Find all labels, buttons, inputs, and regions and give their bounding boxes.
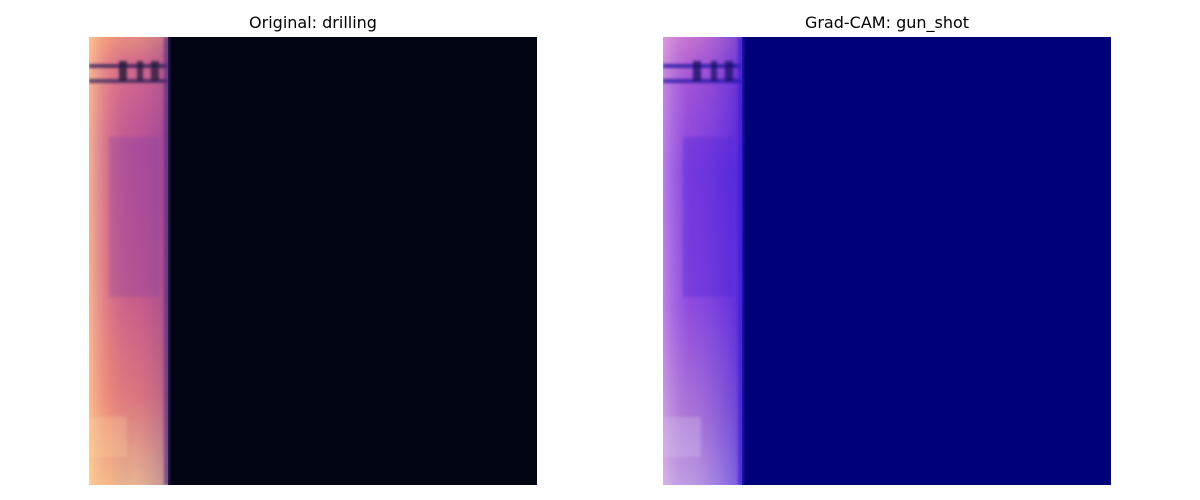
original-panel-title: Original: drilling bbox=[249, 13, 377, 32]
gradcam-heatmap-image bbox=[663, 37, 1111, 485]
gradcam-panel: Grad-CAM: gun_shot bbox=[663, 0, 1111, 500]
original-panel: Original: drilling bbox=[89, 0, 537, 500]
original-spectrogram-image bbox=[89, 37, 537, 485]
gradcam-panel-title: Grad-CAM: gun_shot bbox=[804, 13, 970, 32]
